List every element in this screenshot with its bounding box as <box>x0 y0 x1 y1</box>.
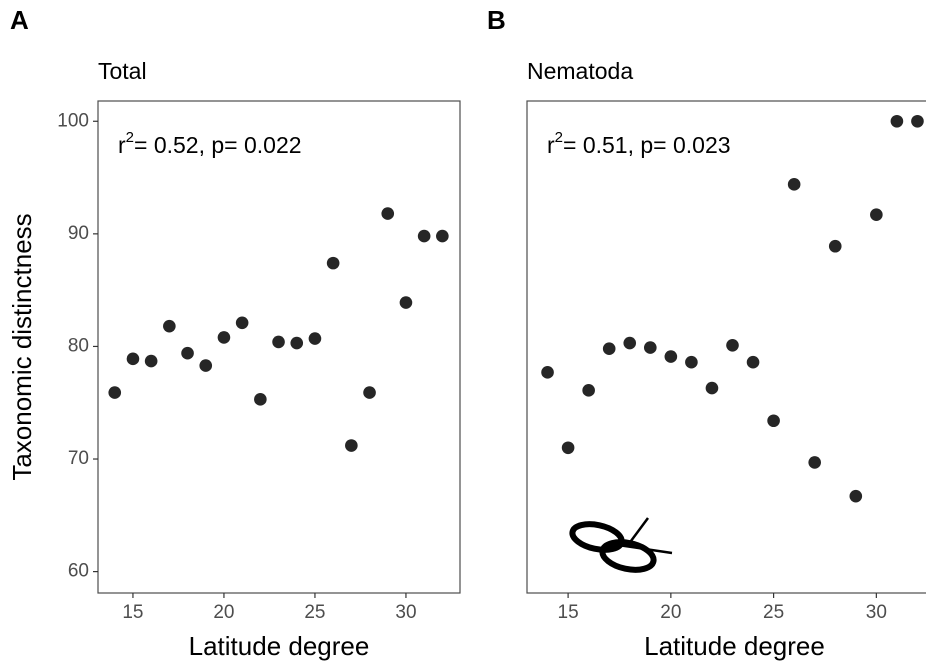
annotation-text: = 0.52, p= 0.022 <box>134 132 302 158</box>
x-tick-label: 30 <box>866 602 887 623</box>
point <box>417 229 431 243</box>
x-tick-label: 25 <box>763 602 784 623</box>
point <box>308 332 322 345</box>
point <box>726 339 739 352</box>
point <box>828 239 842 253</box>
point <box>144 354 158 368</box>
x-tick-label: 20 <box>660 602 681 623</box>
annotation: r2= 0.51, p= 0.023 <box>547 129 731 158</box>
point <box>126 352 140 366</box>
point <box>541 366 554 379</box>
panel-title: Total <box>98 58 147 84</box>
point <box>290 336 304 350</box>
annotation-text: = 0.51, p= 0.023 <box>563 132 731 158</box>
point <box>561 441 575 455</box>
annotation-exponent: 2 <box>126 129 134 146</box>
point <box>911 114 924 128</box>
point <box>644 341 657 354</box>
point <box>870 208 883 222</box>
annotation: r2= 0.52, p= 0.022 <box>118 129 302 158</box>
point <box>436 229 449 243</box>
point <box>664 350 678 363</box>
panel-label: A <box>10 5 29 35</box>
y-tick-label: 70 <box>68 448 89 469</box>
y-axis-label: Taxonomic distinctness <box>7 213 37 480</box>
point <box>623 336 637 350</box>
nematode-icon <box>569 517 673 573</box>
point <box>399 296 413 309</box>
y-tick-label: 90 <box>68 223 89 244</box>
x-tick-label: 15 <box>558 602 579 623</box>
point <box>163 319 176 333</box>
point <box>582 384 595 397</box>
point <box>345 439 358 452</box>
point <box>326 256 340 270</box>
point <box>254 393 267 406</box>
point <box>890 114 904 128</box>
point <box>235 316 249 330</box>
x-axis-label: Latitude degree <box>644 631 825 661</box>
point <box>746 355 760 369</box>
point <box>181 346 194 360</box>
point <box>787 178 801 191</box>
point <box>217 331 231 344</box>
x-axis-label: Latitude degree <box>189 631 370 661</box>
annotation-symbol: r <box>547 132 555 158</box>
x-tick-label: 25 <box>304 602 325 623</box>
y-tick-label: 100 <box>57 110 89 131</box>
point <box>381 207 395 220</box>
point <box>685 355 698 369</box>
panel-title: Nematoda <box>527 58 633 84</box>
x-tick-label: 20 <box>213 602 234 623</box>
point <box>705 381 719 395</box>
y-tick-label: 60 <box>68 561 89 582</box>
point <box>602 342 616 355</box>
annotation-exponent: 2 <box>555 129 563 146</box>
y-tick-label: 80 <box>68 335 89 356</box>
point <box>767 414 780 428</box>
point <box>363 386 376 399</box>
point <box>849 489 863 503</box>
x-tick-label: 15 <box>122 602 143 623</box>
point <box>199 359 213 372</box>
point <box>272 335 285 349</box>
panel-label: B <box>487 5 506 35</box>
point <box>108 386 122 399</box>
plot-border <box>526 100 926 594</box>
annotation-symbol: r <box>118 132 126 158</box>
x-tick-label: 30 <box>395 602 416 623</box>
point <box>808 456 821 469</box>
